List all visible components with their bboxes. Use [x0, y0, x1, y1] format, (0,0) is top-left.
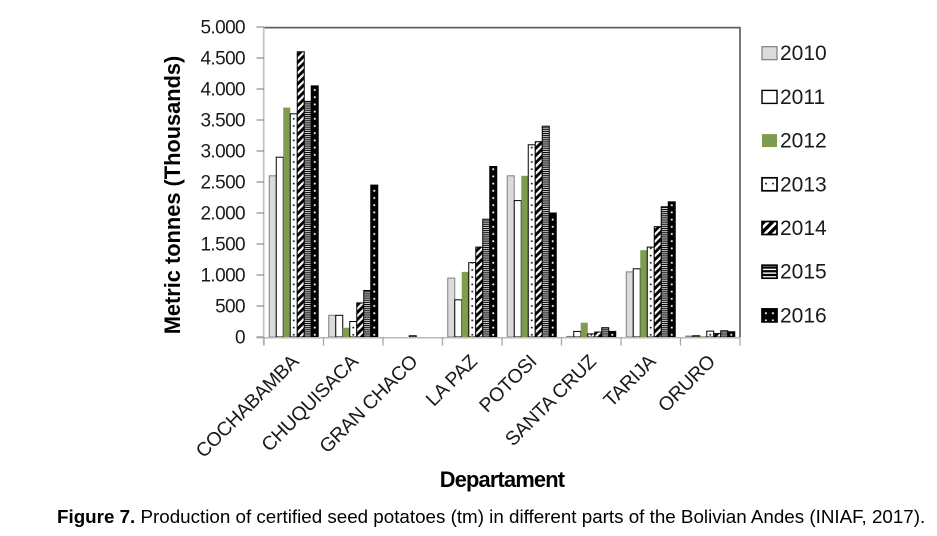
svg-text:4.500: 4.500	[200, 49, 245, 70]
svg-text:2.000: 2.000	[200, 204, 245, 225]
svg-text:ORURO: ORURO	[654, 351, 720, 417]
svg-text:2010: 2010	[780, 42, 827, 65]
svg-text:LA PAZ: LA PAZ	[422, 351, 482, 411]
svg-text:2.500: 2.500	[200, 173, 245, 194]
svg-text:2014: 2014	[780, 217, 827, 240]
svg-text:500: 500	[215, 297, 245, 318]
svg-text:2011: 2011	[780, 86, 825, 109]
svg-text:2013: 2013	[780, 173, 827, 196]
svg-text:COCHABAMBA: COCHABAMBA	[192, 351, 304, 463]
svg-text:Departament: Departament	[440, 467, 565, 492]
svg-text:3.000: 3.000	[200, 142, 245, 163]
svg-text:2012: 2012	[780, 130, 827, 153]
svg-text:0: 0	[235, 328, 245, 349]
svg-text:TARIJA: TARIJA	[600, 351, 661, 412]
svg-text:4.000: 4.000	[200, 80, 245, 101]
svg-text:1.000: 1.000	[200, 266, 245, 287]
svg-text:2015: 2015	[780, 261, 827, 284]
svg-text:5.000: 5.000	[200, 18, 245, 39]
svg-text:1.500: 1.500	[200, 235, 245, 256]
svg-text:2016: 2016	[780, 304, 827, 327]
svg-text:Metric tonnes (Thousands): Metric tonnes (Thousands)	[160, 56, 185, 335]
svg-text:3.500: 3.500	[200, 111, 245, 132]
svg-text:Figure 7. Production of certif: Figure 7. Production of certified seed p…	[57, 506, 925, 527]
